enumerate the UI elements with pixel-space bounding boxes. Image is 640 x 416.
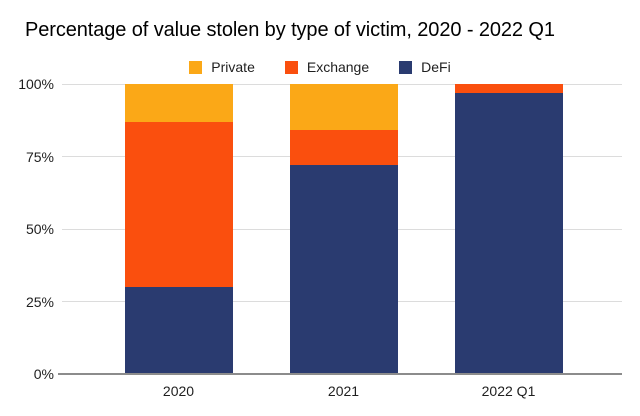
legend-label-defi: DeFi — [421, 59, 451, 75]
bar-segment-2022-q1-defi — [454, 92, 563, 374]
y-axis-tick-label-75: 75% — [25, 148, 54, 165]
x-axis-line — [58, 373, 622, 375]
bar-2021 — [289, 84, 398, 374]
legend-label-private: Private — [211, 59, 255, 75]
bar-segment-2020-private — [124, 84, 233, 122]
bar-segment-2021-private — [289, 84, 398, 131]
bar-segment-2021-defi — [289, 165, 398, 374]
bar-2022-q1 — [454, 84, 563, 374]
bar-segment-2020-defi — [124, 286, 233, 374]
bar-2020 — [124, 84, 233, 374]
y-axis-tick-label-0: 0% — [33, 366, 54, 382]
x-axis-tick-label-2022-q1: 2022 Q1 — [481, 383, 536, 399]
legend-item-defi: DeFi — [399, 60, 451, 74]
chart-title: Percentage of value stolen by type of vi… — [25, 19, 555, 41]
bar-segment-2021-exchange — [289, 130, 398, 166]
x-axis-tick-label-2020: 2020 — [162, 383, 195, 399]
y-axis-tick-label-100: 100% — [18, 76, 54, 92]
bar-segment-2022-q1-exchange — [454, 84, 563, 93]
y-axis-tick-label-25: 25% — [25, 293, 54, 310]
legend-item-private: Private — [189, 60, 255, 74]
legend-item-exchange: Exchange — [284, 59, 370, 75]
chart-legend: Private Exchange DeFi — [0, 60, 640, 74]
legend-swatch-exchange-icon — [284, 60, 298, 74]
legend-swatch-private-icon — [189, 60, 203, 74]
legend-swatch-defi-icon — [399, 60, 413, 74]
legend-label-exchange: Exchange — [306, 59, 370, 75]
bar-segment-2020-exchange — [124, 121, 233, 287]
y-axis-tick-label-50: 50% — [25, 221, 54, 237]
x-axis-tick-label-2021: 2021 — [327, 383, 360, 399]
